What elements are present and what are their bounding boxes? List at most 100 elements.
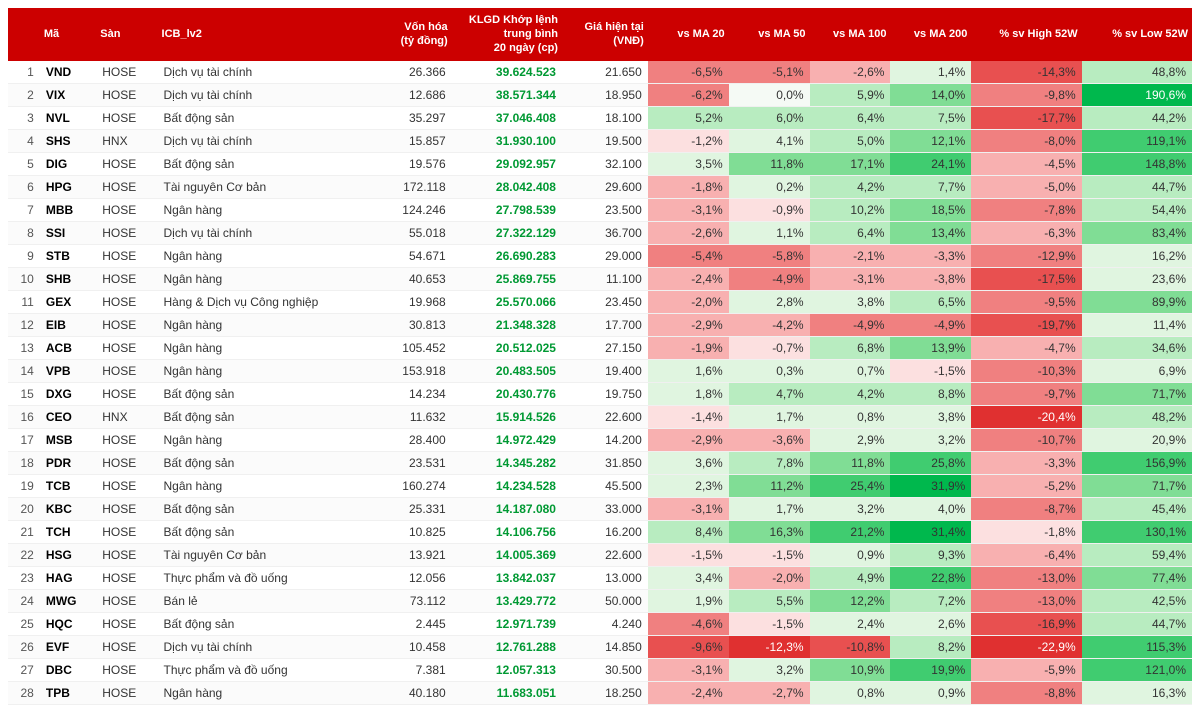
cell-icb: Bất động sản <box>158 613 366 636</box>
cell-klgd: 14.234.528 <box>452 475 562 498</box>
cell-klgd: 29.092.957 <box>452 153 562 176</box>
cell-icb: Ngân hàng <box>158 245 366 268</box>
cell-pct: 0,0% <box>729 84 810 107</box>
cell-pctw: 45,4% <box>1082 498 1192 521</box>
cell-pctw: -8,0% <box>971 130 1081 153</box>
table-row: 11GEXHOSEHàng & Dịch vụ Công nghiệp19.96… <box>8 291 1192 314</box>
cell-icb: Dịch vụ tài chính <box>158 636 366 659</box>
table-row: 8SSIHOSEDịch vụ tài chính55.01827.322.12… <box>8 222 1192 245</box>
cell-icb: Bán lẻ <box>158 590 366 613</box>
cell-pct: 1,1% <box>729 222 810 245</box>
cell-pct: -3,1% <box>648 199 729 222</box>
cell-pctw: 89,9% <box>1082 291 1192 314</box>
table-row: 6HPGHOSETài nguyên Cơ bản172.11828.042.4… <box>8 176 1192 199</box>
cell-klgd: 28.042.408 <box>452 176 562 199</box>
cell-pct: -2,4% <box>648 682 729 705</box>
cell-san: HOSE <box>96 567 157 590</box>
cell-pct: -1,5% <box>648 544 729 567</box>
cell-icb: Thực phẩm và đồ uống <box>158 567 366 590</box>
cell-icb: Ngân hàng <box>158 314 366 337</box>
cell-idx: 14 <box>8 360 40 383</box>
cell-ma: VND <box>40 61 96 84</box>
cell-pctw: 16,2% <box>1082 245 1192 268</box>
cell-pct: 12,2% <box>810 590 891 613</box>
cell-pctw: -20,4% <box>971 406 1081 429</box>
cell-pct: 7,8% <box>729 452 810 475</box>
cell-icb: Bất động sản <box>158 383 366 406</box>
cell-gia: 50.000 <box>562 590 648 613</box>
cell-pct: 7,7% <box>890 176 971 199</box>
cell-pctw: 34,6% <box>1082 337 1192 360</box>
cell-vh: 28.400 <box>366 429 452 452</box>
cell-pct: 6,5% <box>890 291 971 314</box>
cell-pct: 13,9% <box>890 337 971 360</box>
col-ma100: vs MA 100 <box>810 8 891 61</box>
cell-pct: 0,9% <box>810 544 891 567</box>
cell-pct: -2,6% <box>810 61 891 84</box>
cell-klgd: 12.057.313 <box>452 659 562 682</box>
cell-ma: MWG <box>40 590 96 613</box>
cell-idx: 12 <box>8 314 40 337</box>
cell-pct: 11,8% <box>729 153 810 176</box>
cell-klgd: 37.046.408 <box>452 107 562 130</box>
cell-san: HOSE <box>96 337 157 360</box>
cell-pct: 31,4% <box>890 521 971 544</box>
cell-pctw: -10,3% <box>971 360 1081 383</box>
cell-vh: 55.018 <box>366 222 452 245</box>
cell-san: HOSE <box>96 61 157 84</box>
table-row: 9STBHOSENgân hàng54.67126.690.28329.000-… <box>8 245 1192 268</box>
cell-gia: 29.600 <box>562 176 648 199</box>
cell-pct: 11,8% <box>810 452 891 475</box>
cell-idx: 28 <box>8 682 40 705</box>
cell-pctw: 71,7% <box>1082 475 1192 498</box>
cell-icb: Dịch vụ tài chính <box>158 84 366 107</box>
cell-pctw: 42,5% <box>1082 590 1192 613</box>
cell-idx: 16 <box>8 406 40 429</box>
cell-pct: -12,3% <box>729 636 810 659</box>
cell-idx: 20 <box>8 498 40 521</box>
cell-pctw: -4,5% <box>971 153 1081 176</box>
cell-pct: 1,8% <box>648 383 729 406</box>
cell-vh: 40.653 <box>366 268 452 291</box>
cell-pct: 1,7% <box>729 406 810 429</box>
cell-pctw: -5,0% <box>971 176 1081 199</box>
cell-pct: 8,4% <box>648 521 729 544</box>
cell-idx: 24 <box>8 590 40 613</box>
cell-ma: NVL <box>40 107 96 130</box>
cell-vh: 12.056 <box>366 567 452 590</box>
cell-gia: 30.500 <box>562 659 648 682</box>
cell-klgd: 25.570.066 <box>452 291 562 314</box>
cell-pct: 18,5% <box>890 199 971 222</box>
cell-pct: 17,1% <box>810 153 891 176</box>
cell-idx: 15 <box>8 383 40 406</box>
cell-ma: EVF <box>40 636 96 659</box>
cell-klgd: 20.483.505 <box>452 360 562 383</box>
cell-pctw: 121,0% <box>1082 659 1192 682</box>
cell-vh: 19.576 <box>366 153 452 176</box>
table-row: 4SHSHNXDịch vụ tài chính15.85731.930.100… <box>8 130 1192 153</box>
cell-vh: 19.968 <box>366 291 452 314</box>
cell-pct: -1,8% <box>648 176 729 199</box>
cell-san: HOSE <box>96 245 157 268</box>
cell-gia: 31.850 <box>562 452 648 475</box>
cell-pctw: -3,3% <box>971 452 1081 475</box>
cell-pct: 22,8% <box>890 567 971 590</box>
cell-vh: 13.921 <box>366 544 452 567</box>
table-row: 26EVFHOSEDịch vụ tài chính10.45812.761.2… <box>8 636 1192 659</box>
table-row: 5DIGHOSEBất động sản19.57629.092.95732.1… <box>8 153 1192 176</box>
cell-gia: 19.500 <box>562 130 648 153</box>
cell-pct: 14,0% <box>890 84 971 107</box>
cell-pct: 10,9% <box>810 659 891 682</box>
table-row: 25HQCHOSEBất động sản2.44512.971.7394.24… <box>8 613 1192 636</box>
cell-pct: 1,6% <box>648 360 729 383</box>
cell-pctw: 20,9% <box>1082 429 1192 452</box>
col-san: Sàn <box>96 8 157 61</box>
cell-klgd: 21.348.328 <box>452 314 562 337</box>
cell-pct: -2,9% <box>648 314 729 337</box>
table-row: 14VPBHOSENgân hàng153.91820.483.50519.40… <box>8 360 1192 383</box>
cell-icb: Tài nguyên Cơ bản <box>158 176 366 199</box>
cell-idx: 4 <box>8 130 40 153</box>
cell-pct: 5,5% <box>729 590 810 613</box>
cell-klgd: 14.106.756 <box>452 521 562 544</box>
cell-ma: STB <box>40 245 96 268</box>
